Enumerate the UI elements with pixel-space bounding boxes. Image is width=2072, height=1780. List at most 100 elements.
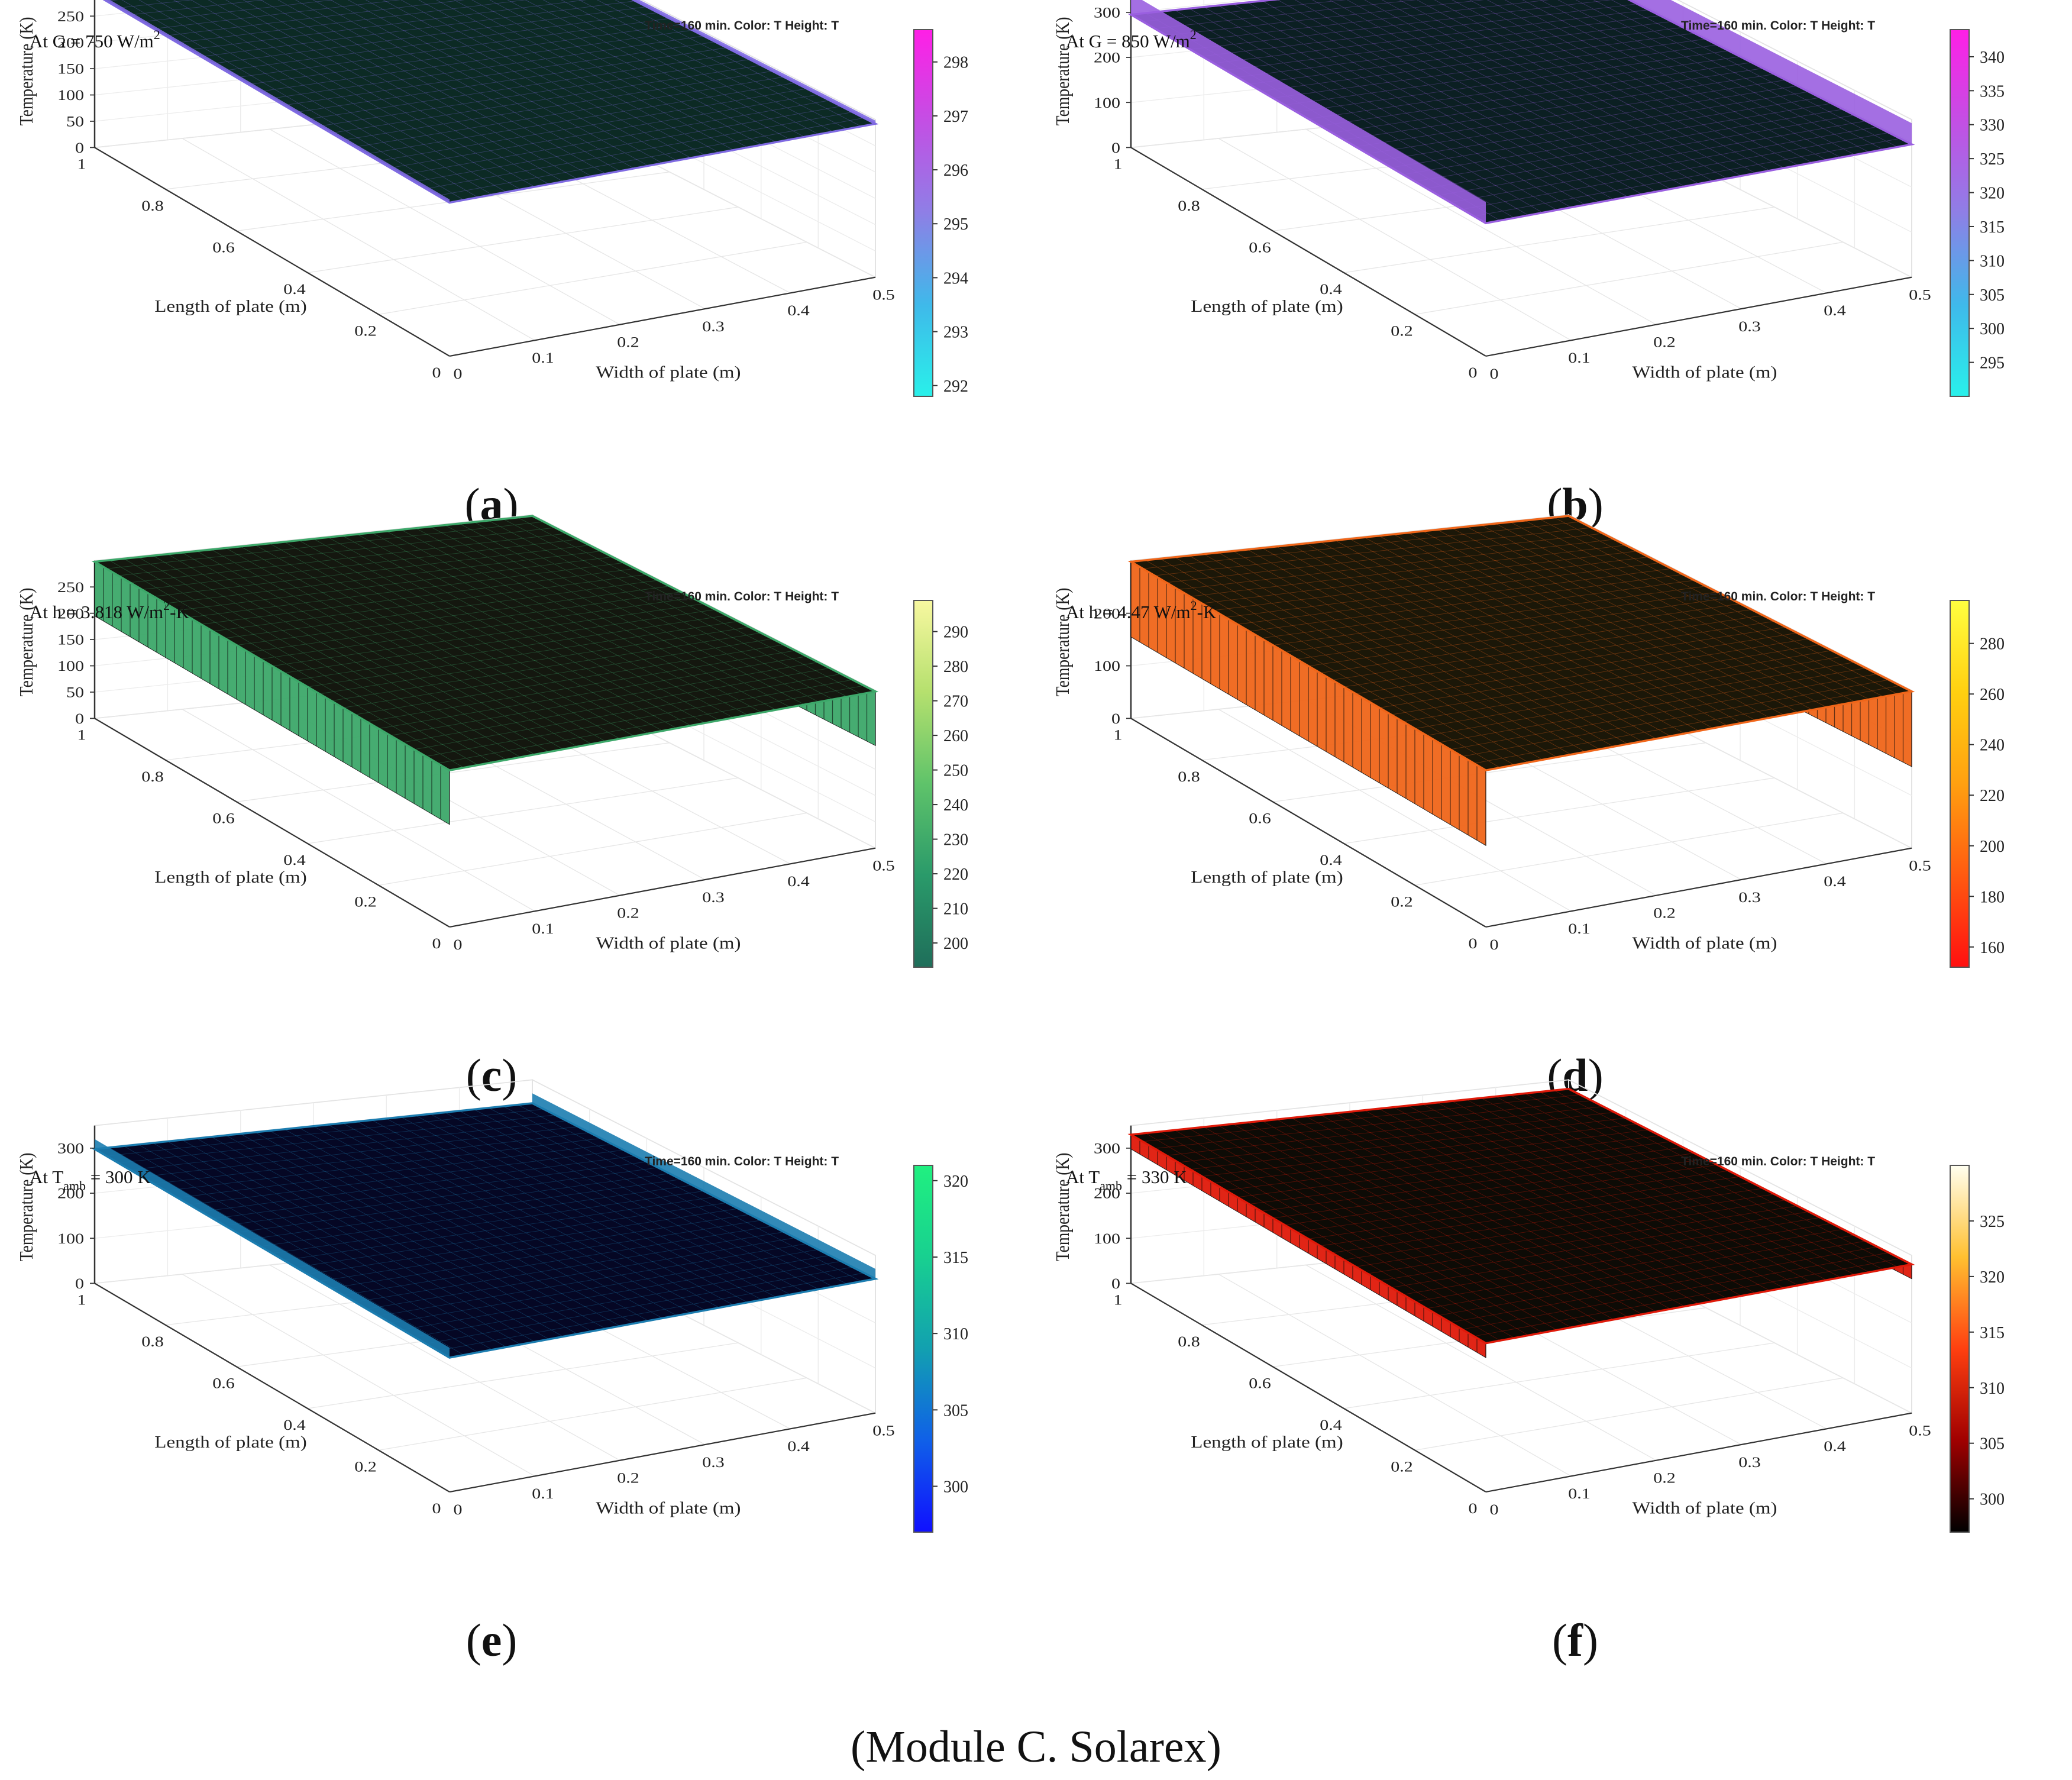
chart-panel-a: 0 50 100 150 200 250 1 0.8 0.6 0.4 0.2 0 0 0.1 0.2 0.3 0… xyxy=(0,0,1036,593)
surface-mesh-line xyxy=(1291,544,1643,742)
colorbar-tick-label: 340 xyxy=(1980,49,2005,67)
surface-edge-ribbon xyxy=(532,1093,875,1279)
colorbar-tick-label: 300 xyxy=(1980,320,2005,338)
x-tick-label: 0.1 xyxy=(532,350,554,367)
y-axis-line xyxy=(1130,147,1486,357)
surface-mesh-line xyxy=(444,525,791,708)
surface-mesh-line xyxy=(1233,4,1586,205)
surface-mesh-line xyxy=(437,685,864,764)
x-axis-line xyxy=(1485,847,1912,928)
surface-mesh-line xyxy=(295,0,606,174)
surface-mesh-line xyxy=(1393,1107,1742,1297)
surface-mesh-line xyxy=(248,24,681,85)
z-tick-label: 300 xyxy=(57,1140,84,1157)
surface-mesh-line xyxy=(1142,0,1347,22)
y-tick-label: 1 xyxy=(77,726,86,744)
surface-mesh-line xyxy=(284,1129,635,1324)
x-tick-label: 0.3 xyxy=(702,1454,724,1471)
colorbar-tick-label: 240 xyxy=(1980,736,2005,755)
colorbar-tick-label: 260 xyxy=(943,727,968,745)
surface-mesh-line xyxy=(177,1143,613,1198)
x-tick-label: 0.2 xyxy=(617,334,639,351)
z-tick-label: 150 xyxy=(57,61,84,78)
colorbar-tick-label: 325 xyxy=(1980,1213,2005,1231)
floor-grid-line xyxy=(1218,1274,1572,1477)
colorbar-tick-label: 305 xyxy=(1980,1435,2005,1453)
surface-mesh-line xyxy=(1272,1158,1706,1219)
surface-mesh-line xyxy=(1554,1090,1898,1268)
colorbar-tick-label: 250 xyxy=(943,762,968,780)
surface-mesh-line xyxy=(307,53,739,119)
surface-mesh-line xyxy=(413,106,842,182)
surface-mesh-line xyxy=(1408,532,1756,721)
surface-mesh-line xyxy=(243,0,564,182)
surface-mesh-line xyxy=(1393,534,1742,723)
title-main: At T xyxy=(30,1167,63,1187)
colorbar-tick-label: 270 xyxy=(943,693,968,711)
z-tick-label: 0 xyxy=(75,710,84,728)
floor-grid-line xyxy=(1343,1342,1775,1409)
surface-mesh-line xyxy=(319,59,750,127)
surface-mesh-line xyxy=(1343,1194,1775,1261)
surface-mesh-line xyxy=(1414,1229,1844,1302)
surface-mesh-line xyxy=(189,1149,624,1205)
surface-mesh-line xyxy=(518,1104,862,1282)
surface-mesh-line xyxy=(1379,91,1809,161)
z-tick-label: 0 xyxy=(75,1275,84,1293)
colorbar-tick-label: 296 xyxy=(943,161,968,180)
surface-mesh-line xyxy=(201,1155,636,1212)
surface-mesh-line xyxy=(124,1145,479,1353)
surface-mesh-line xyxy=(1291,1117,1643,1315)
surface-mesh-line xyxy=(1189,0,1612,50)
colorbar-tick-label: 310 xyxy=(943,1325,968,1343)
surface-mesh-line xyxy=(1450,673,1878,750)
surface-mesh-line xyxy=(378,88,807,161)
surface-mesh-line xyxy=(212,6,647,64)
surface-mesh-line xyxy=(1262,547,1614,747)
y-tick-label: 0 xyxy=(432,935,441,952)
colorbar-tick-label: 180 xyxy=(1980,888,2005,906)
surface-mesh-line xyxy=(378,1243,807,1316)
surface-mesh-line xyxy=(260,0,578,179)
surface-mesh-line xyxy=(1462,132,1889,210)
surface-mesh-line xyxy=(474,522,819,703)
y-tick-label: 0.4 xyxy=(1320,852,1342,869)
surface-mesh-line xyxy=(1466,1099,1813,1283)
surface-mesh-line xyxy=(271,1190,704,1254)
surface-mesh-line xyxy=(153,1132,590,1184)
surface-mesh-line xyxy=(561,0,819,135)
x-tick-label: 0.5 xyxy=(872,286,894,303)
surface-mesh-line xyxy=(165,1138,602,1191)
chart-panel-f: 0 100 200 300 1 0.8 0.6 0.4 0.2 0 0 0.1 0.2 0.3 0.4 0.5… xyxy=(1036,1078,2072,1729)
surface-mesh-line xyxy=(1423,531,1770,718)
colorbar-tick-label: 294 xyxy=(943,269,968,287)
colorbar xyxy=(913,1165,933,1533)
surface-mesh-line xyxy=(1423,1104,1770,1291)
x-tick-label: 0.3 xyxy=(1738,318,1760,335)
surface-mesh-line xyxy=(208,0,535,188)
surface-mesh-line xyxy=(444,1112,791,1295)
surface-mesh-line xyxy=(224,12,658,71)
surface-mesh-line xyxy=(331,632,761,702)
surface-mesh-line xyxy=(1213,556,1649,611)
surface-mesh-line xyxy=(224,1167,658,1226)
x-tick-label: 0.3 xyxy=(702,318,724,335)
surface-mesh-line xyxy=(211,1136,564,1337)
surface-mesh-line xyxy=(342,535,691,726)
surface-mesh-line xyxy=(1272,586,1706,646)
surface-mesh-line xyxy=(173,0,507,193)
surface-mesh-line xyxy=(130,0,265,15)
surface-mesh-line xyxy=(1225,1135,1660,1191)
x-tick-label: 0.1 xyxy=(532,920,554,938)
z-tick-label: 200 xyxy=(57,34,84,51)
surface-mesh-line xyxy=(1247,2,1600,203)
surface-mesh-line xyxy=(1437,529,1785,716)
surface-mesh-line xyxy=(518,517,862,694)
surface-mesh-line xyxy=(1355,1200,1786,1267)
surface-mesh-line xyxy=(1450,126,1878,203)
chart-info-text: Time=160 min. Color: T Height: T xyxy=(1681,590,1875,603)
surface-mesh-line xyxy=(430,1113,777,1298)
colorbar-tick-label: 210 xyxy=(943,900,968,919)
